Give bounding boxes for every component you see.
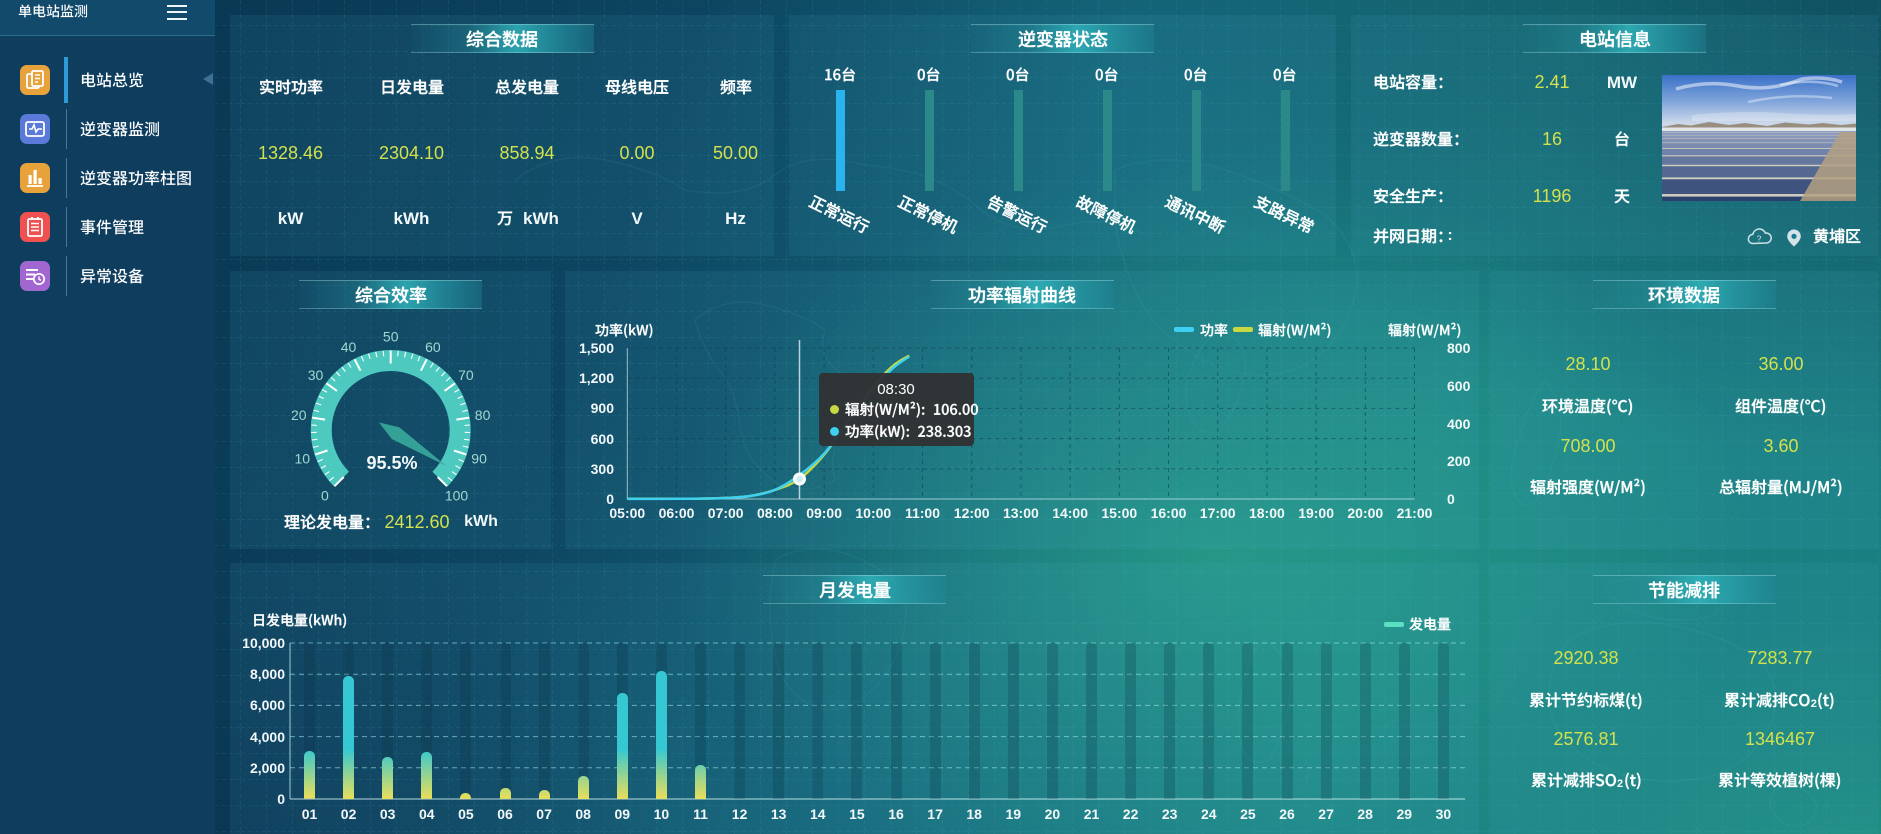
svg-text:30: 30: [308, 367, 324, 383]
svg-text:0: 0: [321, 488, 329, 504]
svg-text:?: ?: [1757, 234, 1762, 244]
svg-text:80: 80: [475, 407, 491, 423]
svg-text:40: 40: [341, 339, 357, 355]
svg-text:100: 100: [445, 488, 469, 504]
svg-text:50: 50: [383, 329, 399, 345]
svg-text:20: 20: [291, 407, 307, 423]
svg-text:70: 70: [458, 367, 474, 383]
svg-text:90: 90: [471, 450, 487, 466]
svg-text:60: 60: [425, 339, 441, 355]
svg-text:10: 10: [295, 450, 311, 466]
